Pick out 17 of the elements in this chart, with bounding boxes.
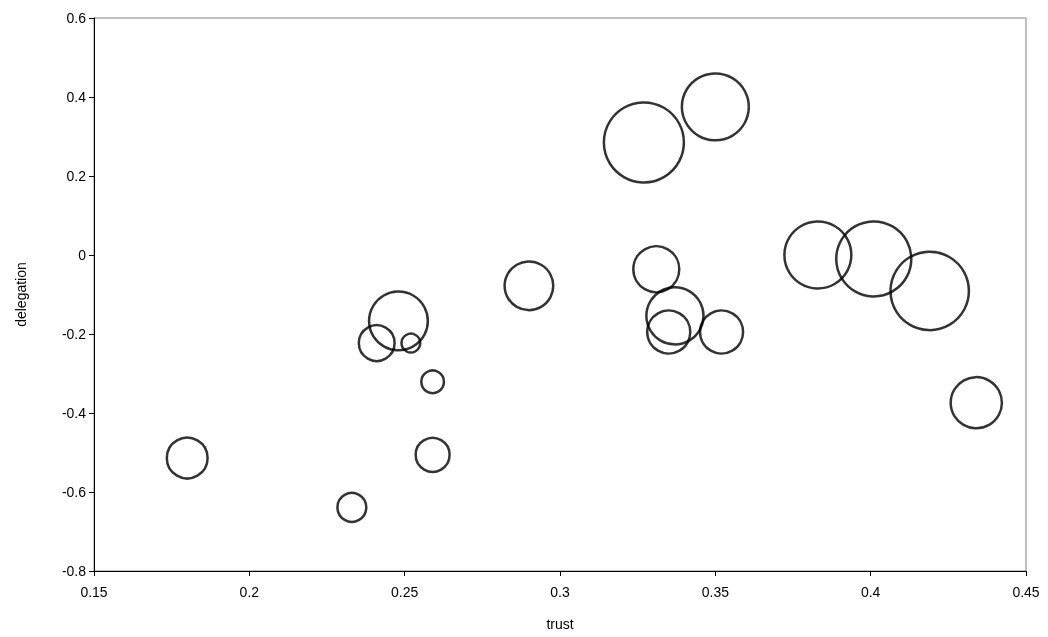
y-tick-label: 0.6 [66,10,87,26]
y-tick-label: 0.4 [66,89,87,105]
x-tick-label: 0.15 [80,584,108,600]
x-tick-label: 0.2 [239,584,260,600]
x-tick-label: 0.45 [1012,584,1040,600]
y-tick-label: -0.8 [61,563,87,579]
y-tick-label: 0 [78,247,87,263]
y-tick-label: 0.2 [66,168,87,184]
x-tick-label: 0.4 [860,584,881,600]
y-tick-label: -0.2 [61,326,87,342]
x-tick-label: 0.3 [550,584,570,600]
x-axis-title: trust [546,616,574,632]
x-tick-label: 0.35 [701,584,730,600]
x-tick-label: 0.25 [391,584,419,600]
y-tick-label: -0.4 [61,405,87,421]
y-axis-title: delegation [13,262,29,327]
y-tick-label: -0.6 [61,484,87,500]
